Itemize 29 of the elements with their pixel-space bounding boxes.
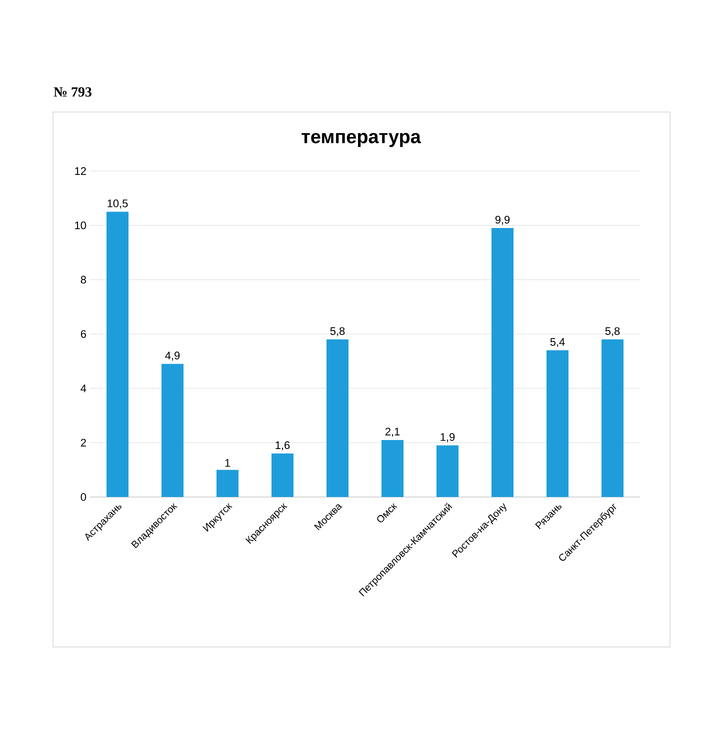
chart-title: температура [302,132,421,148]
y-tick-label: 4 [80,384,86,392]
bar [326,339,349,497]
data-label: 1 [225,459,230,467]
data-label: 1,9 [440,433,455,442]
bar [436,445,459,497]
bar [492,228,514,497]
y-tick-label: 6 [80,330,86,338]
data-label: 10,5 [108,200,128,209]
y-tick-label: 12 [75,167,86,175]
text: № 793 [54,87,92,97]
bar [162,364,184,497]
y-tick-label: 10 [75,221,86,230]
bar [382,440,404,497]
data-label: 5,8 [330,327,345,336]
data-label: 9,9 [495,216,510,225]
data-label: 4,9 [165,352,180,361]
y-tick-label: 8 [80,276,86,284]
y-tick-label: 0 [80,493,86,501]
data-label: 5,8 [605,327,620,336]
bar [272,454,294,497]
bar [602,339,624,497]
data-label: 2,1 [385,428,400,437]
y-tick-label: 2 [80,438,86,446]
bar [106,212,128,497]
bar [546,350,569,497]
data-label: 5,4 [550,338,565,348]
data-label: 1,6 [276,441,290,450]
bar [216,470,239,497]
